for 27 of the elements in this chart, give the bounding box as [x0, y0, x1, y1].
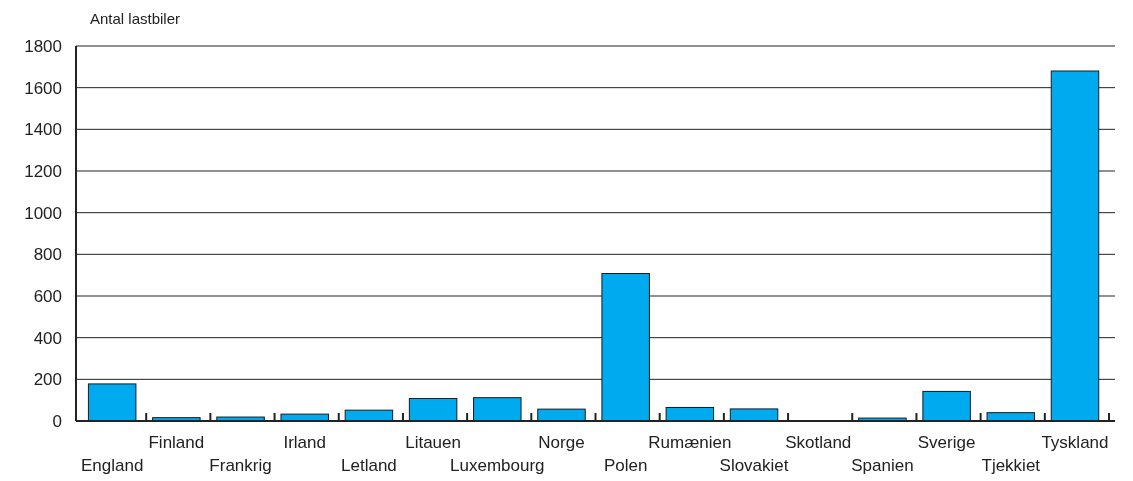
y-tick-label: 200 — [33, 370, 62, 390]
x-tick-label: England — [80, 456, 144, 475]
x-tick-label: Polen — [603, 456, 648, 475]
x-tick-label: Norge — [538, 433, 585, 452]
x-tick-label: Luxembourg — [450, 456, 545, 475]
x-tick-label: Finland — [148, 433, 205, 452]
x-tick-label: Slovakiet — [719, 456, 789, 475]
x-tick-label: Tyskland — [1041, 433, 1109, 452]
y-tick-label: 800 — [33, 245, 62, 265]
x-tick-label: Frankrig — [209, 456, 272, 475]
x-tick-label: Litauen — [405, 433, 461, 452]
y-tick-label: 0 — [52, 411, 62, 431]
y-tick-label: 1000 — [24, 203, 62, 223]
x-tick-label: Letland — [341, 456, 397, 475]
y-axis-title: Antal lastbiler — [90, 10, 181, 27]
y-tick-label: 1400 — [24, 120, 62, 140]
x-tick-label: Skotland — [785, 433, 852, 452]
y-tick-label: 400 — [33, 328, 62, 348]
y-tick-label: 1800 — [24, 36, 62, 56]
x-tick-label: Irland — [283, 433, 326, 452]
x-tick-label: Tjekkiet — [981, 456, 1041, 475]
x-tick-label: Sverige — [917, 433, 976, 452]
x-tick-label: Spanien — [851, 456, 914, 475]
x-tick-label: Rumænien — [648, 433, 732, 452]
y-tick-label: 1200 — [24, 161, 62, 181]
y-tick-label: 1600 — [24, 78, 62, 98]
y-tick-label: 600 — [33, 286, 62, 306]
